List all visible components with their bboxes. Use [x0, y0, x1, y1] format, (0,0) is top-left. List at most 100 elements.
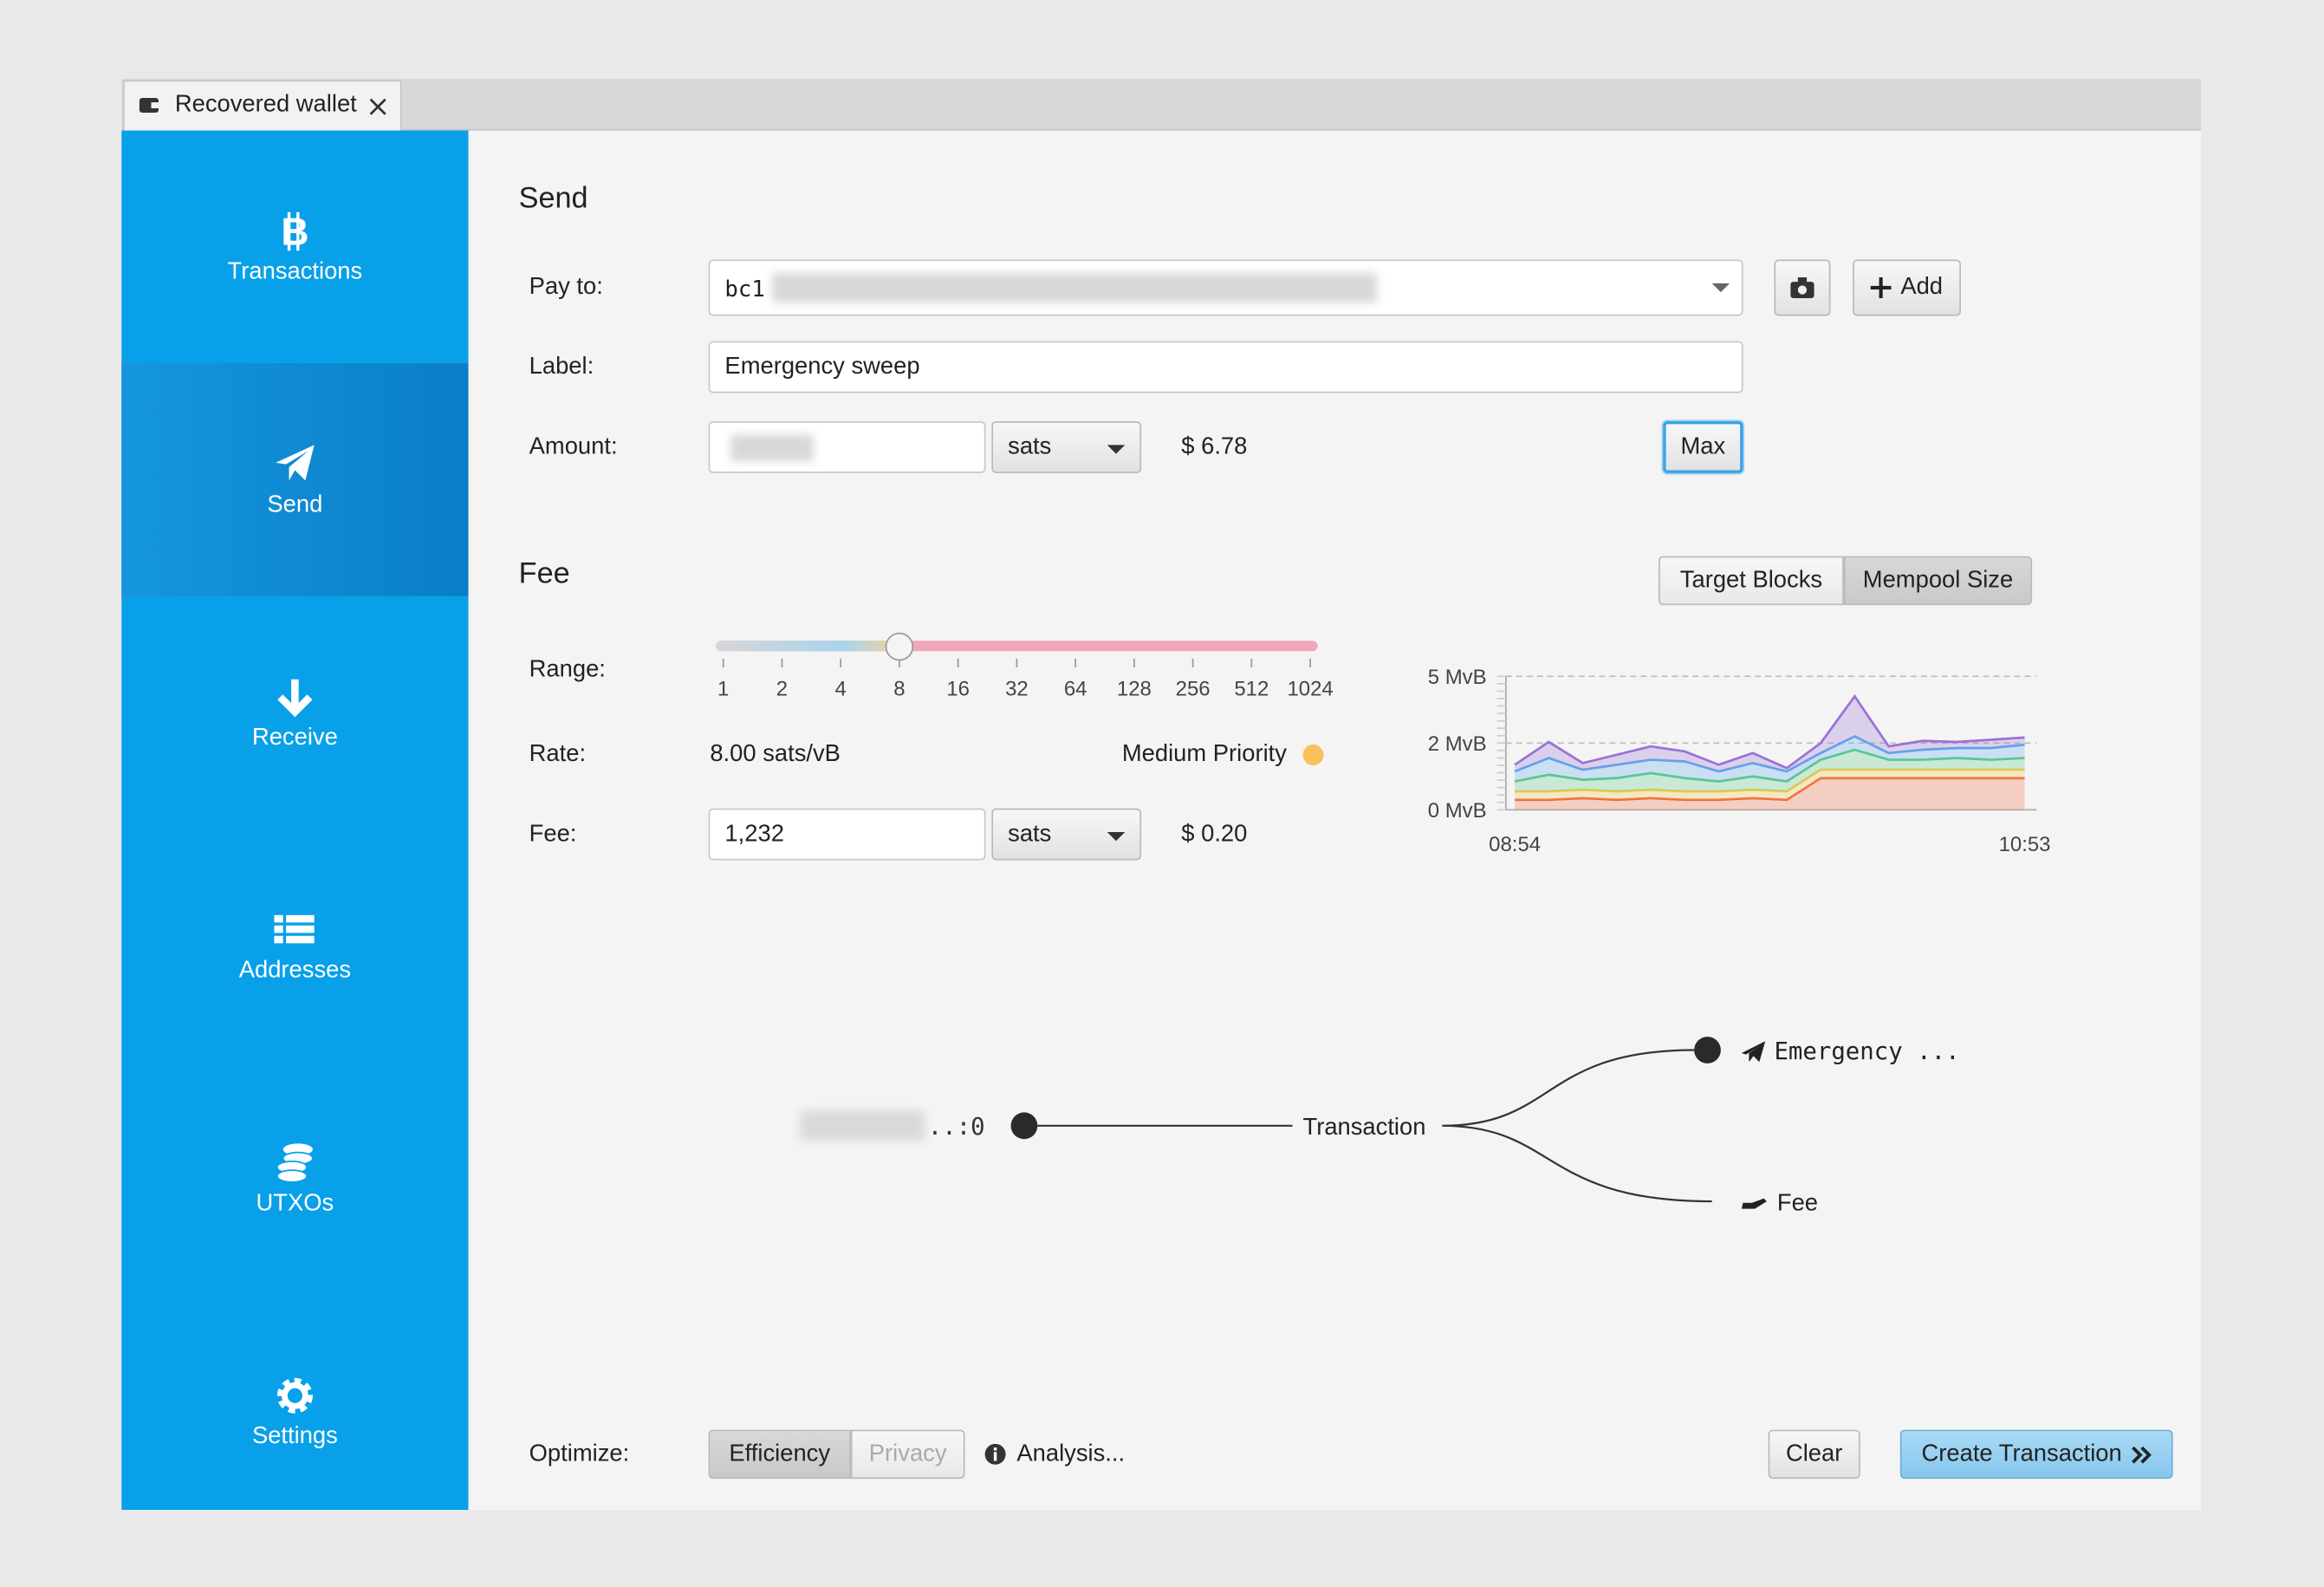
nav-settings[interactable]: Settings	[121, 1295, 468, 1528]
input-text: 1,232	[724, 822, 784, 848]
select-text: sats	[1008, 433, 1052, 459]
area-line	[1514, 694, 2025, 770]
slider-tick-label: 4	[835, 678, 847, 701]
nav-send[interactable]: Send	[121, 363, 469, 596]
field-label: Label:	[529, 354, 594, 380]
area-line	[1514, 748, 2025, 784]
nav-addresses[interactable]: Addresses	[121, 829, 468, 1063]
slider-tick-label: 8	[893, 678, 905, 701]
slider-tick-label: 1024	[1287, 678, 1333, 701]
redacted	[772, 272, 1378, 303]
label-input[interactable]: Emergency sweep	[708, 341, 1743, 393]
edge	[1442, 1049, 1712, 1203]
list-icon	[274, 914, 315, 944]
nav-utxos[interactable]: UTXOs	[121, 1062, 468, 1295]
priority-label: Medium Priority	[1121, 741, 1287, 767]
button-label: Clear	[1785, 1441, 1843, 1467]
input-node	[1010, 1112, 1038, 1140]
send-icon	[1741, 1041, 1766, 1063]
slider-tick-label: 256	[1176, 678, 1211, 701]
section-heading: Send	[518, 182, 588, 216]
coins-icon	[276, 1143, 314, 1183]
y-tick-label: 0 MvB	[1428, 799, 1487, 823]
segment-button[interactable]: Privacy	[850, 1429, 965, 1480]
slider-tick-label: 128	[1117, 678, 1152, 701]
area	[1515, 736, 2025, 782]
svg-text:B: B	[281, 211, 308, 253]
camera-icon	[1790, 276, 1814, 298]
plus-icon	[1871, 276, 1892, 298]
field-label: Fee:	[529, 822, 577, 848]
output-label: Emergency ...	[1774, 1038, 1959, 1065]
amount-unit-select[interactable]: sats	[991, 420, 1142, 473]
area	[1515, 770, 2025, 800]
slider-graphic: 1 2 4 8 16 32 64 128 256 512 1024	[716, 632, 1334, 701]
area	[1515, 696, 2025, 772]
camera-button[interactable]	[1774, 259, 1831, 316]
area-line	[1515, 777, 2025, 802]
track-low	[716, 641, 899, 652]
x-tick-label: 10:53	[1999, 833, 2051, 856]
sidebar	[121, 130, 469, 1511]
close-icon[interactable]	[369, 98, 387, 116]
nav-label: Transactions	[227, 259, 363, 285]
y-tick-label: 2 MvB	[1428, 732, 1487, 756]
nav-label: Send	[267, 492, 323, 518]
tab[interactable]: Recovered wallet	[122, 80, 402, 131]
rate-value: 8.00 sats/vB	[710, 741, 841, 767]
fiat-fee: $ 0.20	[1181, 822, 1248, 848]
redacted	[800, 1110, 925, 1141]
segment-button[interactable]: Target Blocks	[1659, 556, 1844, 606]
tab-bar	[121, 78, 2202, 131]
receive-icon	[277, 679, 313, 718]
chevrons-icon	[2131, 1445, 2152, 1463]
amount-input[interactable]	[708, 420, 986, 473]
field-label: Pay to:	[529, 274, 603, 300]
nav-receive[interactable]: Receive	[121, 596, 468, 829]
pay-to-input[interactable]: bc1	[708, 259, 1743, 316]
output-label: Fee	[1777, 1188, 1818, 1215]
button-label: Max	[1680, 433, 1726, 459]
output-node	[1694, 1037, 1721, 1063]
field-label: Optimize:	[529, 1441, 630, 1467]
x-tick-label: 08:54	[1489, 833, 1541, 856]
fee-unit-select[interactable]: sats	[991, 808, 1142, 861]
slider-tick-label: 16	[946, 678, 970, 701]
clear-button[interactable]: Clear	[1768, 1429, 1860, 1480]
nav-label: Addresses	[238, 958, 352, 984]
area	[1515, 777, 2025, 810]
analysis-link[interactable]: Analysis...	[1016, 1441, 1126, 1467]
priority-dot	[1302, 745, 1324, 765]
select-text: sats	[1008, 821, 1052, 847]
address-text: bc1	[724, 276, 765, 303]
gear-icon	[276, 1377, 313, 1414]
area-line	[1515, 768, 2025, 793]
nav-label: UTXOs	[256, 1191, 334, 1217]
create-transaction-button[interactable]: Create Transaction	[1899, 1429, 2173, 1480]
fiat-amount: $ 6.78	[1181, 434, 1248, 460]
input-label: ..:0	[928, 1114, 985, 1141]
fee-slider[interactable]: 1 2 4 8 16 32 64 128 256 512 1024	[697, 623, 1349, 712]
slider-tick-label: 32	[1005, 678, 1029, 701]
section-heading: Fee	[518, 557, 570, 591]
dropdown-arrow	[1711, 283, 1730, 293]
area-line	[1514, 735, 2025, 773]
nav-transactions[interactable]: B Transactions	[121, 131, 468, 364]
add-button[interactable]: Add	[1853, 259, 1961, 316]
nav-label: Receive	[251, 725, 338, 751]
fee-input[interactable]: 1,232	[708, 808, 986, 861]
field-label: Amount:	[529, 434, 618, 460]
field-label: Range:	[529, 657, 606, 683]
nav-label: Settings	[251, 1423, 338, 1449]
slider-tick-label: 2	[776, 678, 788, 701]
max-button[interactable]: Max	[1663, 420, 1743, 473]
redacted	[730, 434, 815, 462]
slider-tick-label: 64	[1064, 678, 1087, 701]
segment-button[interactable]: Efficiency	[708, 1429, 851, 1480]
segment-button[interactable]: Mempool Size	[1843, 556, 2033, 606]
info-icon	[984, 1443, 1006, 1465]
